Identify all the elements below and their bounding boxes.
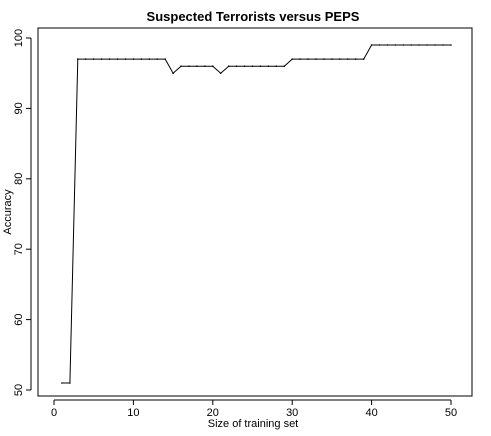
data-point [450,44,452,46]
data-point [172,72,174,74]
data-point [315,58,317,60]
data-point [434,44,436,46]
data-point [235,65,238,67]
data-point [410,44,413,46]
y-axis: 50 60 70 80 90 100 [13,29,32,396]
data-point [259,65,262,67]
data-point [347,58,349,60]
x-axis: 0 10 20 30 40 50 [51,399,457,419]
data-point [370,44,373,46]
data-point [323,58,325,60]
y-axis-label: Accuracy [2,189,14,235]
data-point [243,65,246,67]
x-tick-label: 30 [286,407,298,419]
data-point [299,58,301,60]
data-point [378,44,381,46]
y-tick-label: 100 [13,29,25,47]
x-axis-label: Size of training set [208,418,299,430]
data-point [188,65,190,67]
data-point [251,65,254,67]
x-tick-label: 10 [127,407,139,419]
series-line [61,44,451,384]
data-point [85,58,87,60]
data-point [92,58,95,60]
data-point [219,72,222,74]
data-point [267,65,270,67]
data-point [132,58,135,60]
chart-title: Suspected Terrorists versus PEPS [147,9,360,24]
plot-frame [37,27,473,397]
data-point [164,58,166,60]
x-tick-label: 20 [207,407,219,419]
series-group [61,44,452,384]
data-point [402,44,405,46]
data-point [116,58,119,60]
y-tick-label: 60 [13,313,25,325]
data-point [394,44,397,46]
data-point [275,65,278,67]
data-point [204,65,206,67]
data-point [140,58,143,60]
data-point [418,44,421,46]
data-point [77,58,79,60]
data-point [156,58,158,60]
data-point [442,44,444,46]
x-tick-label: 50 [445,407,457,419]
data-point [212,65,214,67]
data-point [100,58,103,60]
data-point [354,58,357,60]
data-point [362,58,365,60]
data-point [283,65,286,67]
y-tick-label: 50 [13,384,25,396]
data-point [331,58,333,60]
data-point [307,58,309,60]
data-point [196,65,198,67]
data-point [69,382,71,384]
y-tick-label: 70 [13,243,25,255]
data-point [108,58,111,60]
data-point [124,58,127,60]
data-point [61,382,63,384]
data-point [227,65,230,67]
y-tick-label: 90 [13,102,25,114]
x-tick-label: 40 [365,407,377,419]
data-point [180,65,182,67]
y-tick-label: 80 [13,173,25,185]
data-point [386,44,389,46]
data-point [291,58,294,60]
data-point [426,44,429,46]
x-tick-label: 0 [51,407,57,419]
data-point [339,58,341,60]
data-point [148,58,151,60]
